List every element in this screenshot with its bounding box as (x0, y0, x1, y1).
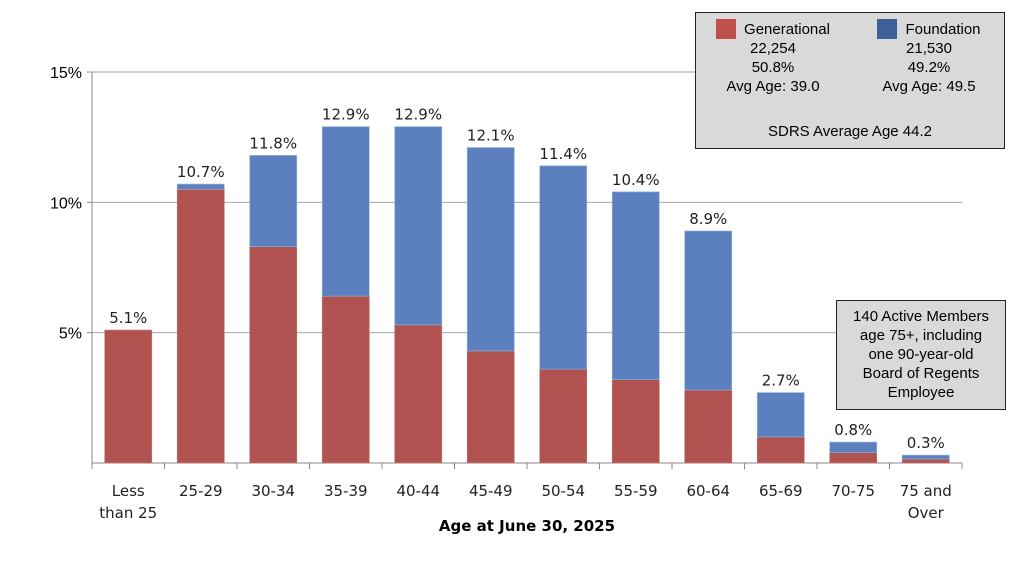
data-label: 12.9% (394, 106, 442, 124)
x-tick-label: 30-34 (251, 482, 295, 500)
bar-foundation (539, 165, 588, 370)
bar-generational (104, 329, 153, 464)
y-tick-label: 5% (59, 326, 82, 343)
data-label: 2.7% (762, 372, 800, 390)
annotation-box: 140 Active Members age 75+, including on… (836, 300, 1006, 410)
x-tick-label: 75 and (900, 482, 952, 500)
legend-generational: Generational 22,254 50.8% Avg Age: 39.0 (698, 19, 848, 96)
bar-foundation (321, 126, 370, 297)
y-tick-label: 15% (50, 65, 82, 82)
x-tick-label: 40-44 (396, 482, 440, 500)
legend-label: Generational (744, 20, 830, 38)
bar-foundation (901, 454, 950, 460)
foundation-swatch (877, 19, 898, 39)
x-axis-title: Age at June 30, 2025 (439, 517, 615, 535)
note-line: Employee (887, 384, 955, 401)
bar-generational (394, 324, 443, 464)
x-tick-label: 45-49 (469, 482, 513, 500)
bar-generational (321, 295, 370, 464)
legend-foundation: Foundation 21,530 49.2% Avg Age: 49.5 (854, 19, 1004, 96)
data-label: 12.1% (467, 127, 515, 145)
x-tick-label: 55-59 (614, 482, 658, 500)
generational-avg-age: Avg Age: 39.0 (726, 78, 820, 95)
x-tick-label: Over (908, 504, 945, 522)
bar-foundation (176, 183, 225, 190)
generational-count: 22,254 (750, 40, 796, 57)
generational-swatch (716, 19, 737, 39)
data-label: 0.8% (834, 421, 872, 439)
sdrs-average-age: SDRS Average Age 44.2 (767, 123, 932, 140)
bar-foundation (829, 441, 878, 453)
bar-generational (756, 436, 805, 464)
x-tick-label: than 25 (99, 504, 157, 522)
note-line: age 75+, including (859, 327, 983, 344)
x-tick-label: Less (112, 482, 145, 500)
data-label: 11.4% (539, 145, 587, 163)
x-tick-label: 65-69 (759, 482, 803, 500)
data-label: 0.3% (907, 434, 945, 452)
x-tick-label: 60-64 (686, 482, 730, 500)
x-tick-label: 50-54 (541, 482, 585, 500)
foundation-pct: 49.2% (907, 59, 951, 76)
note-line: Board of Regents (862, 365, 980, 382)
bar-foundation (466, 147, 515, 352)
foundation-avg-age: Avg Age: 49.5 (882, 78, 976, 95)
note-line: 140 Active Members (853, 308, 989, 325)
bar-foundation (684, 230, 733, 391)
data-label: 10.7% (177, 163, 225, 181)
bar-generational (611, 379, 660, 464)
bar-generational (539, 368, 588, 464)
legend-label: Foundation (905, 20, 981, 38)
x-tick-label: 35-39 (324, 482, 368, 500)
bar-generational (829, 452, 878, 464)
bar-foundation (611, 191, 660, 380)
data-label: 12.9% (322, 106, 370, 124)
note-line: one 90-year-old (868, 346, 974, 363)
legend: Generational 22,254 50.8% Avg Age: 39.0 … (695, 12, 1005, 149)
bar-generational (466, 350, 515, 464)
x-tick-label: 25-29 (179, 482, 223, 500)
data-label: 8.9% (689, 210, 727, 228)
bar-generational (684, 389, 733, 464)
bar-foundation (249, 155, 298, 247)
generational-pct: 50.8% (751, 59, 795, 76)
bar-foundation (756, 392, 805, 438)
foundation-count: 21,530 (906, 40, 952, 57)
data-label: 11.8% (249, 134, 297, 152)
data-label: 5.1% (109, 309, 147, 327)
data-label: 10.4% (612, 171, 660, 189)
y-tick-label: 10% (50, 195, 82, 212)
bar-generational (901, 458, 950, 464)
x-tick-label: 70-75 (831, 482, 875, 500)
bar-foundation (394, 126, 443, 326)
bar-generational (249, 246, 298, 464)
bar-generational (176, 188, 225, 464)
